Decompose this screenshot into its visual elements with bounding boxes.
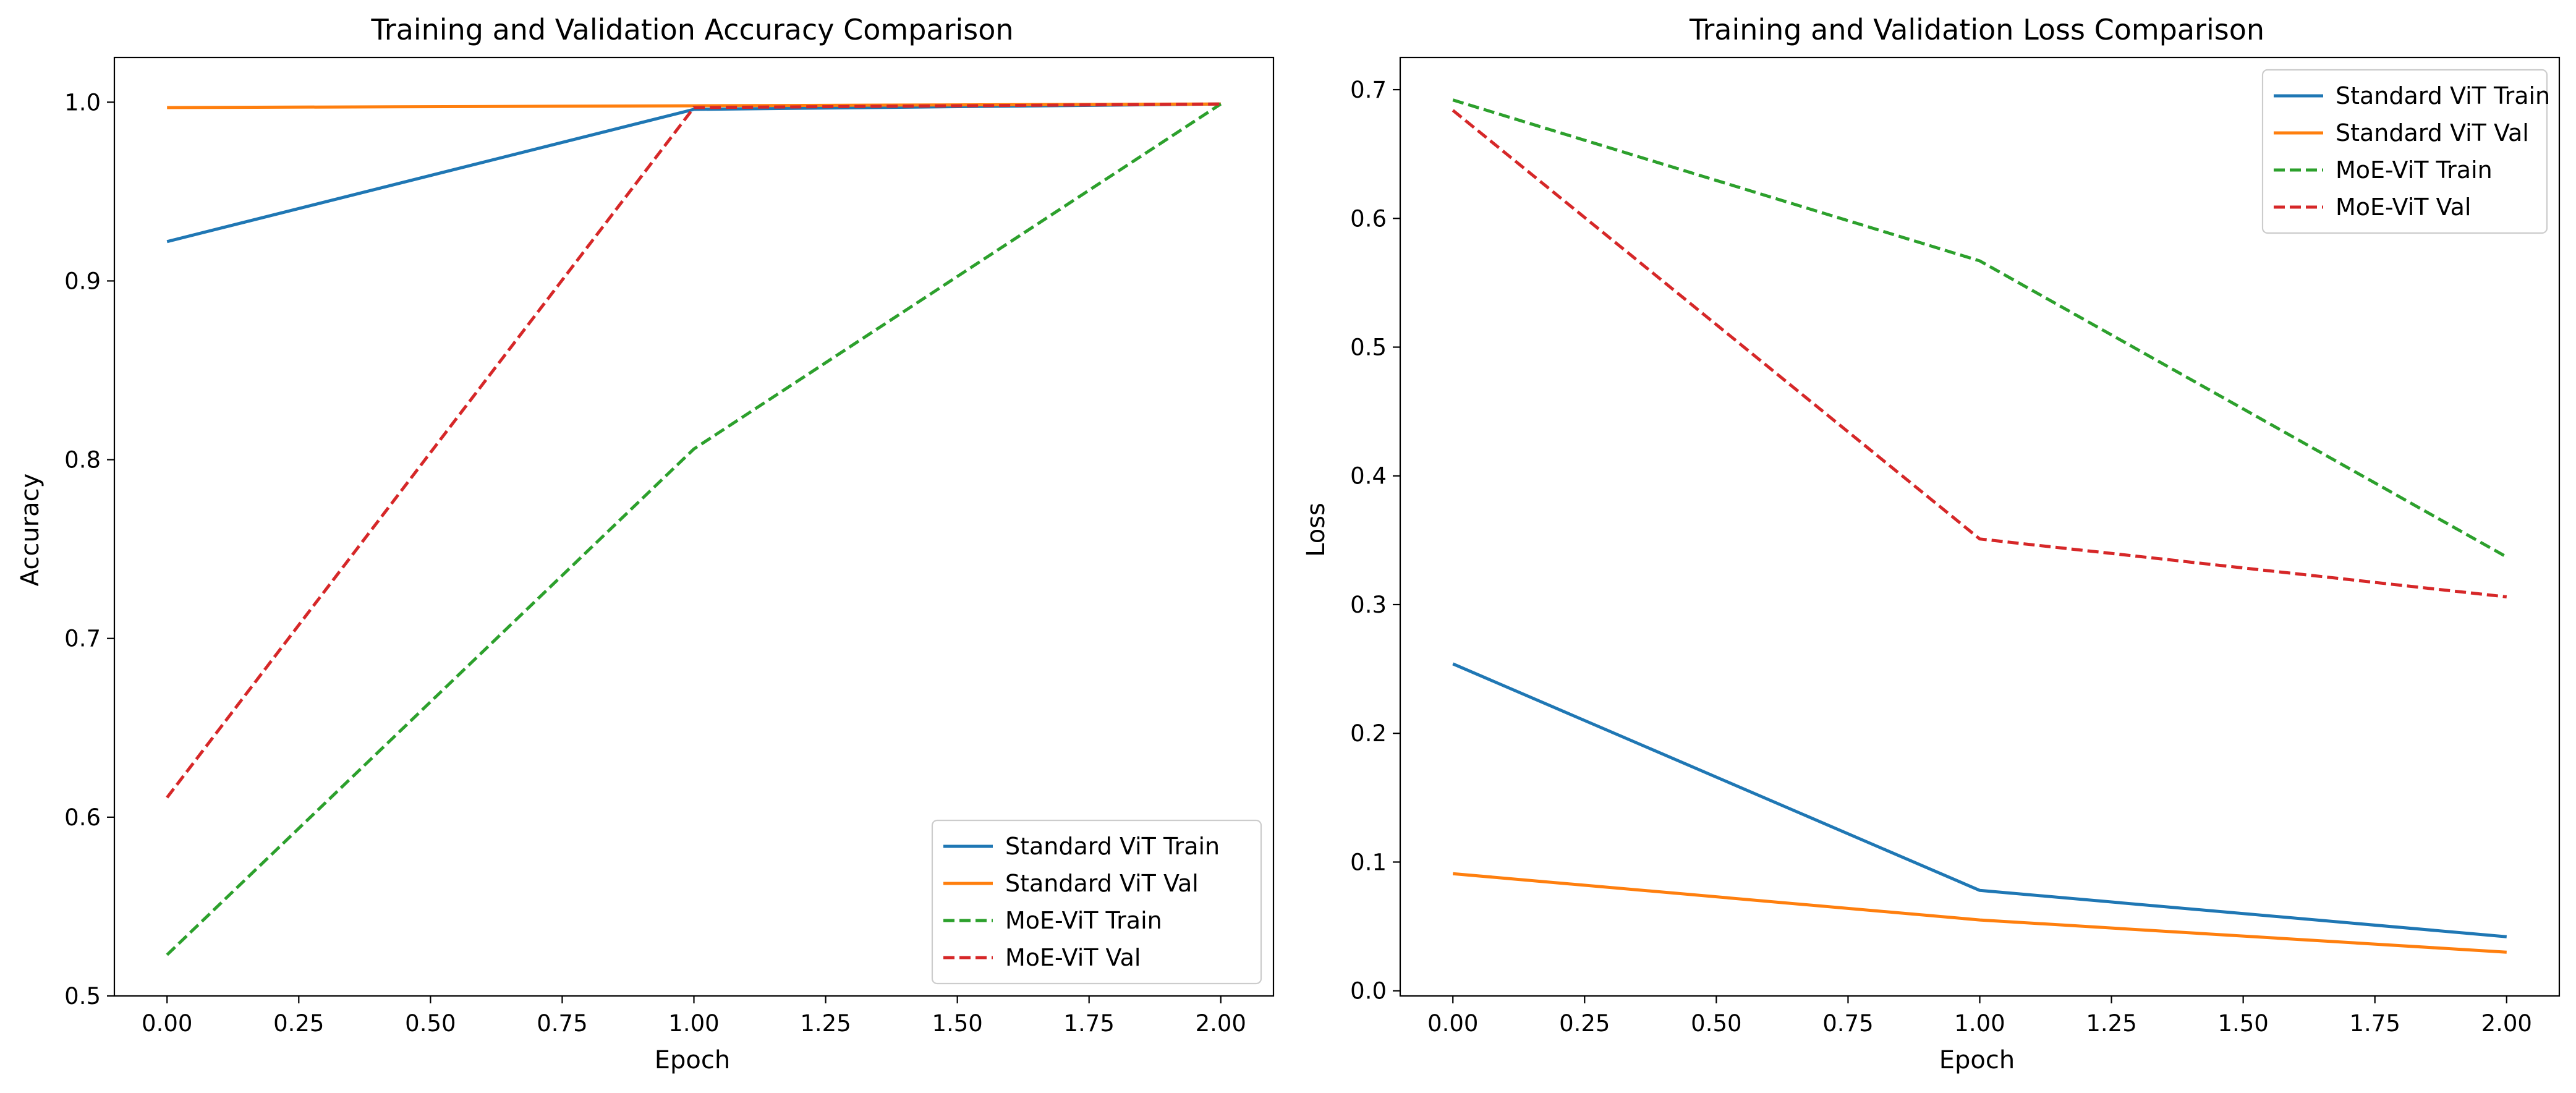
accuracy-legend-box [931, 819, 1262, 985]
accuracy-y-tick-label: 0.5 [64, 983, 101, 1010]
loss-y-tick-label: 0.5 [1350, 334, 1387, 361]
accuracy-x-tick-label: 0.75 [537, 1010, 587, 1037]
accuracy-x-tick-label: 0.50 [405, 1010, 456, 1037]
loss-x-tick-label: 1.00 [1954, 1010, 2005, 1037]
loss-legend-box [2261, 69, 2548, 234]
accuracy-y-tick-label: 0.9 [64, 268, 101, 294]
loss-x-tick-label: 1.75 [2350, 1010, 2400, 1037]
loss-x-tick-label: 0.75 [1822, 1010, 1873, 1037]
accuracy-x-tick-label: 1.25 [800, 1010, 851, 1037]
loss-y-tick-label: 0.2 [1350, 720, 1387, 747]
accuracy-y-tick-label: 0.6 [64, 804, 101, 831]
loss-y-tick-label: 0.6 [1350, 205, 1387, 232]
loss-chart: Training and Validation Loss Comparison … [1302, 13, 2561, 1074]
accuracy-chart-title: Training and Validation Accuracy Compari… [370, 13, 1013, 46]
loss-series-line-standard-vit-train [1452, 662, 2507, 938]
loss-series-line-standard-vit-val [1452, 872, 2507, 954]
loss-legend-label: Standard ViT Val [2336, 119, 2529, 147]
accuracy-series-line-moe-vit-val [166, 102, 1221, 799]
loss-legend-label: Standard ViT Train [2336, 82, 2550, 109]
accuracy-x-tick-label: 0.00 [142, 1010, 192, 1037]
accuracy-x-axis-label: Epoch [655, 1046, 730, 1074]
loss-y-tick-label: 0.4 [1350, 463, 1387, 490]
loss-chart-title: Training and Validation Loss Comparison [1689, 13, 2264, 46]
loss-legend: Standard ViT Train Standard ViT Val MoE-Vi… [2261, 69, 2550, 234]
loss-y-tick-label: 0.1 [1350, 849, 1387, 875]
loss-legend-label: MoE-ViT Train [2336, 156, 2493, 184]
loss-x-tick-label: 1.25 [2086, 1010, 2136, 1037]
accuracy-legend: Standard ViT Train Standard ViT Val MoE-Vi… [931, 819, 1262, 985]
accuracy-x-tick-label: 1.00 [668, 1010, 719, 1037]
loss-x-tick-label: 1.50 [2217, 1010, 2268, 1037]
accuracy-legend-label: Standard ViT Val [1005, 870, 1199, 897]
accuracy-legend-label: Standard ViT Train [1005, 833, 1220, 860]
accuracy-x-tick-label: 0.25 [273, 1010, 324, 1037]
accuracy-y-axis-label: Accuracy [16, 474, 45, 587]
accuracy-x-tick-label: 1.50 [932, 1010, 982, 1037]
loss-series-line-moe-vit-train [1452, 98, 2508, 559]
accuracy-series-line-standard-vit-val [167, 102, 1221, 109]
accuracy-y-tick-label: 0.8 [64, 447, 101, 474]
loss-x-tick-label: 0.25 [1559, 1010, 1610, 1037]
accuracy-chart: Training and Validation Accuracy Compari… [16, 13, 1275, 1074]
accuracy-series-line-moe-vit-train [166, 103, 1222, 956]
loss-legend-label: MoE-ViT Val [2336, 194, 2471, 221]
accuracy-legend-label: MoE-ViT Train [1005, 907, 1162, 934]
accuracy-x-tick-label: 2.00 [1196, 1010, 1246, 1037]
loss-y-tick-label: 0.3 [1350, 592, 1387, 618]
loss-x-tick-label: 0.50 [1691, 1010, 1741, 1037]
loss-series-line-moe-vit-val [1452, 109, 2507, 598]
loss-x-axis-label: Epoch [1939, 1046, 2015, 1074]
accuracy-legend-label: MoE-ViT Val [1005, 944, 1141, 971]
accuracy-y-tick-label: 1.0 [64, 89, 101, 116]
accuracy-y-tick-label: 0.7 [64, 626, 101, 652]
loss-y-tick-label: 0.0 [1350, 978, 1387, 1005]
loss-y-axis-label: Loss [1302, 503, 1330, 557]
accuracy-x-tick-label: 1.75 [1064, 1010, 1115, 1037]
loss-x-tick-label: 2.00 [2481, 1010, 2532, 1037]
loss-x-tick-label: 0.00 [1427, 1010, 1478, 1037]
loss-y-tick-label: 0.7 [1350, 77, 1387, 103]
